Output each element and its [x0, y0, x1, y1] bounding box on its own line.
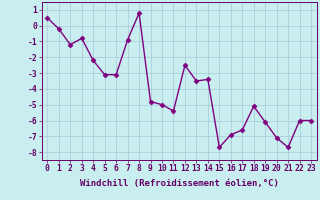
X-axis label: Windchill (Refroidissement éolien,°C): Windchill (Refroidissement éolien,°C) — [80, 179, 279, 188]
